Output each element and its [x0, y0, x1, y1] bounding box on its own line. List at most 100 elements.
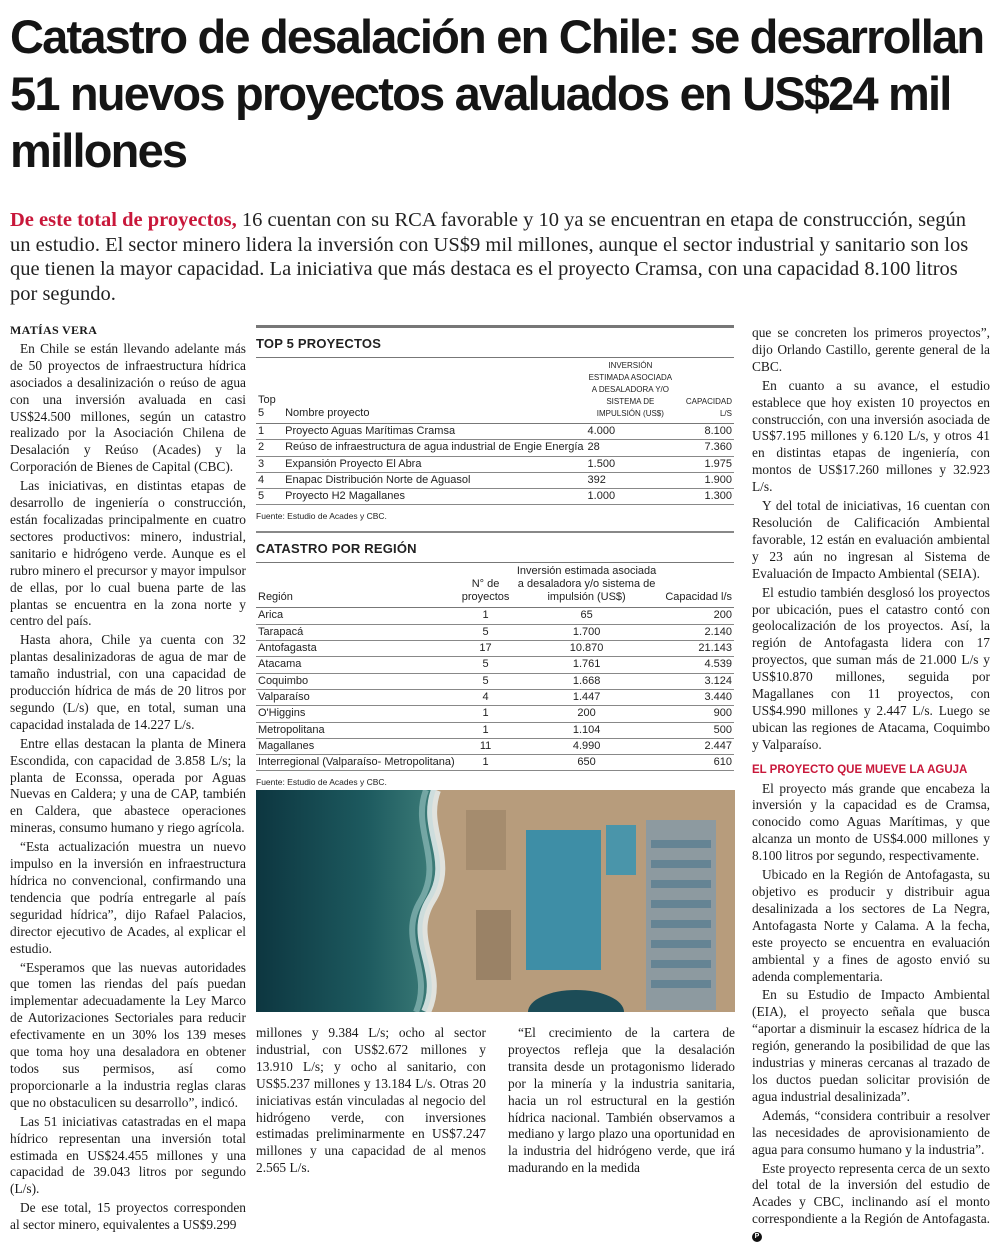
table-cell: 500	[658, 722, 734, 739]
table-cell: 650	[514, 754, 659, 772]
end-mark-icon: P	[752, 1232, 762, 1243]
table-cell: Reúso de infraestructura de agua industr…	[283, 439, 586, 457]
region-header-count: N° de proyectos	[456, 562, 515, 609]
paragraph: En cuanto a su avance, el estudio establ…	[752, 378, 990, 496]
table-cell: 3.124	[658, 673, 734, 690]
table-cell: 392	[585, 472, 676, 490]
byline: MATÍAS VERA	[10, 323, 98, 337]
paragraph: Las iniciativas, en distintas etapas de …	[10, 478, 246, 630]
paragraph-text: En Chile se están llevando adelante más …	[10, 340, 246, 475]
paragraph-text: “Esta actualización muestra un nuevo imp…	[10, 839, 246, 956]
table-cell: 1.300	[675, 488, 734, 506]
table-cell: 610	[658, 754, 734, 772]
table-cell: 65	[514, 607, 659, 625]
table-cell: Interregional (Valparaíso- Metropolitana…	[256, 754, 457, 772]
table-cell: 2	[256, 439, 284, 457]
table-cell: 10.870	[514, 640, 659, 658]
table-row: 1 Proyecto Aguas Marítimas Cramsa 4.000 8.1…	[256, 423, 734, 441]
table-cell: 8.100	[675, 423, 734, 441]
region-source: Fuente: Estudio de Acades y CBC.	[256, 777, 387, 788]
paragraph-text: Hasta ahora, Chile ya cuenta con 32 plan…	[10, 632, 246, 732]
lede: De este total de proyectos, 16 cuentan c…	[10, 208, 990, 306]
paragraph-text: Además, “considera contribuir a resolver…	[752, 1107, 990, 1157]
middle-column-1: millones y 9.384 L/s; ocho al sector ind…	[256, 1025, 486, 1179]
paragraph: “Esperamos que las nuevas autoridades qu…	[10, 960, 246, 1112]
lede-lead: De este total de proyectos,	[10, 209, 237, 231]
table-cell: 1.104	[514, 722, 659, 739]
middle-column-2: “El crecimiento de la cartera de proyect…	[508, 1025, 735, 1179]
table-row: 5 Proyecto H2 Magallanes 1.000 1.300	[256, 488, 734, 506]
paragraph-text: “Esperamos que las nuevas autoridades qu…	[10, 959, 246, 1110]
paragraph-text: Entre ellas destacan la planta de Minera…	[10, 735, 246, 836]
table-cell: Proyecto H2 Magallanes	[283, 488, 586, 506]
top5-table: Top 5 Nombre proyecto Inversión estimada…	[256, 357, 734, 506]
table-cell: Proyecto Aguas Marítimas Cramsa	[283, 423, 586, 441]
table-row: Antofagasta 17 10.870 21.143	[256, 640, 734, 658]
paragraph-text: “El crecimiento de la cartera de proyect…	[508, 1025, 735, 1176]
paragraph-text: Y del total de iniciativas, 16 cuentan c…	[752, 498, 990, 581]
table-cell: 1.000	[585, 488, 676, 506]
desalination-plant-aerial-photo	[256, 790, 735, 1012]
lede-text: 16 cuentan con su RCA favorable y 10 ya …	[10, 209, 969, 305]
table-cell: Atacama	[256, 656, 457, 674]
region-title: CATASTRO POR REGIÓN	[256, 541, 417, 557]
table-row: Arica 1 65 200	[256, 607, 734, 625]
paragraph: Ubicado en la Región de Antofagasta, su …	[752, 867, 990, 985]
table-cell: 1	[456, 705, 515, 723]
section-subhead: EL PROYECTO QUE MUEVE LA AGUJA	[752, 763, 968, 776]
table-cell: Enapac Distribución Norte de Aguasol	[283, 472, 586, 490]
table-row: 4 Enapac Distribución Norte de Aguasol 392…	[256, 472, 734, 490]
table-cell: 7.360	[675, 439, 734, 457]
table-cell: 21.143	[658, 640, 734, 658]
paragraph-text: Las 51 iniciativas catastradas en el map…	[10, 1113, 246, 1197]
table-cell: 1.500	[585, 456, 676, 473]
table-cell: 1.447	[514, 689, 659, 707]
table-cell: 4.000	[585, 423, 676, 441]
table-cell: 4	[256, 472, 284, 490]
paragraph: Hasta ahora, Chile ya cuenta con 32 plan…	[10, 632, 246, 733]
top5-title: TOP 5 PROYECTOS	[256, 336, 382, 351]
table-row: Metropolitana 1 1.104 500	[256, 722, 734, 739]
paragraph-text: El estudio también desglosó los proyecto…	[752, 584, 990, 752]
table-cell: 5	[456, 624, 515, 642]
table-cell: 1.900	[675, 472, 734, 490]
paragraph: “Esta actualización muestra un nuevo imp…	[10, 839, 246, 957]
paragraph: Entre ellas destacan la planta de Minera…	[10, 736, 246, 837]
table-row: Magallanes 11 4.990 2.447	[256, 738, 734, 756]
top5-source: Fuente: Estudio de Acades y CBC.	[256, 511, 387, 522]
table-cell: 4.539	[658, 656, 734, 674]
tables-block: TOP 5 PROYECTOS Top 5 Nombre proyecto In…	[256, 325, 734, 797]
table-row: Tarapacá 5 1.700 2.140	[256, 624, 734, 642]
paragraph: que se concreten los primeros proyectos”…	[752, 325, 990, 376]
paragraph: “El crecimiento de la cartera de proyect…	[508, 1025, 735, 1177]
table-cell: Coquimbo	[256, 673, 457, 690]
table-cell: 5	[456, 673, 515, 690]
table-cell: 28	[585, 439, 676, 457]
table-cell: 2.447	[658, 738, 734, 756]
table-cell: Tarapacá	[256, 624, 457, 642]
paragraph: Este proyecto representa cerca de un sex…	[752, 1161, 990, 1246]
region-table: Región N° de proyectos Inversión estimad…	[256, 562, 734, 772]
top5-header-name: Nombre proyecto	[283, 357, 586, 424]
paragraph-text: En cuanto a su avance, el estudio establ…	[752, 377, 990, 495]
paragraph: En su Estudio de Impacto Ambiental (EIA)…	[752, 987, 990, 1105]
paragraph: millones y 9.384 L/s; ocho al sector ind…	[256, 1025, 486, 1177]
paragraph-text: que se concreten los primeros proyectos”…	[752, 325, 990, 374]
table-cell: 4.990	[514, 738, 659, 756]
paragraph: El estudio también desglosó los proyecto…	[752, 585, 990, 754]
paragraph: El proyecto más grande que encabeza la i…	[752, 781, 990, 866]
table-cell: 3.440	[658, 689, 734, 707]
table-cell: 3	[256, 456, 284, 473]
paragraph-text: En su Estudio de Impacto Ambiental (EIA)…	[752, 987, 990, 1104]
table-cell: 2.140	[658, 624, 734, 642]
table-cell: 1.700	[514, 624, 659, 642]
left-column: MATÍAS VERA En Chile se están llevando a…	[10, 322, 246, 1236]
paragraph: En Chile se están llevando adelante más …	[10, 341, 246, 476]
table-row: O'Higgins 1 200 900	[256, 705, 734, 723]
paragraph-text: De ese total, 15 proyectos corresponden …	[10, 1200, 246, 1233]
table-cell: 5	[256, 488, 284, 506]
table-row: 3 Expansión Proyecto El Abra 1.500 1.975	[256, 456, 734, 473]
right-column: que se concreten los primeros proyectos”…	[752, 325, 990, 1247]
table-cell: 1	[256, 423, 284, 441]
table-cell: 1.975	[675, 456, 734, 473]
